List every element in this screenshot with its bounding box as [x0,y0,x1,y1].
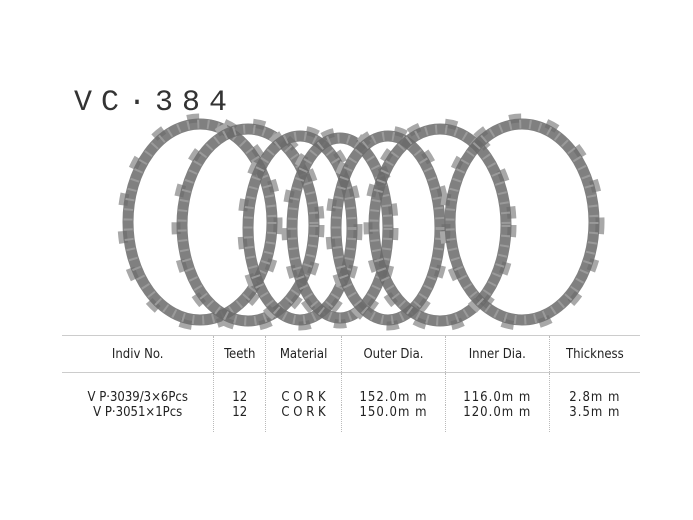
cell-thickness: 3.5m m [548,405,640,432]
product-code: VC·384 [74,86,237,120]
header-teeth: Teeth [213,335,266,373]
header-material: Material [265,335,342,373]
cell-inner-dia: 116.0m m [444,372,550,405]
spec-table: Indiv No. Teeth Material Outer Dia. Inne… [62,335,640,432]
disc-tabs [171,118,325,332]
disc-tabs [237,125,363,331]
table-row: V P·3051×1Pcs 12 C O R K 150.0m m 120.0m… [62,405,640,432]
cell-material: C O R K [265,405,342,432]
disc-grooves [331,131,445,325]
header-inner-dia: Inner Dia. [444,335,550,373]
cell-indiv-no: V P·3039/3×6Pcs [87,390,188,405]
cell-teeth: 12 [213,405,266,432]
cell-indiv-no: V P·3051×1Pcs [93,405,183,420]
cell-material: C O R K [265,372,342,405]
disc-tabs [281,127,399,329]
disc-grooves [287,133,393,323]
cell-outer-dia: 150.0m m [341,405,446,432]
disc-grooves [445,119,599,325]
table-row: V P·3039/3×6Pcs 12 C O R K 152.0m m 116.… [62,372,640,405]
disc-grooves [369,124,511,326]
disc-grooves [243,131,357,325]
header-outer-dia: Outer Dia. [341,335,446,373]
cell-inner-dia: 120.0m m [444,405,550,432]
header-thickness: Thickness [548,335,640,373]
disc-grooves [123,119,277,325]
disc-tabs [117,113,283,331]
disc-grooves [177,124,319,326]
cell-teeth: 12 [213,372,266,405]
cell-thickness: 2.8m m [548,372,640,405]
table-header-row: Indiv No. Teeth Material Outer Dia. Inne… [62,335,640,373]
disc-tabs [363,118,517,332]
header-indiv-no: Indiv No. [62,335,214,373]
disc-tabs [439,113,605,331]
cell-outer-dia: 152.0m m [341,372,446,405]
